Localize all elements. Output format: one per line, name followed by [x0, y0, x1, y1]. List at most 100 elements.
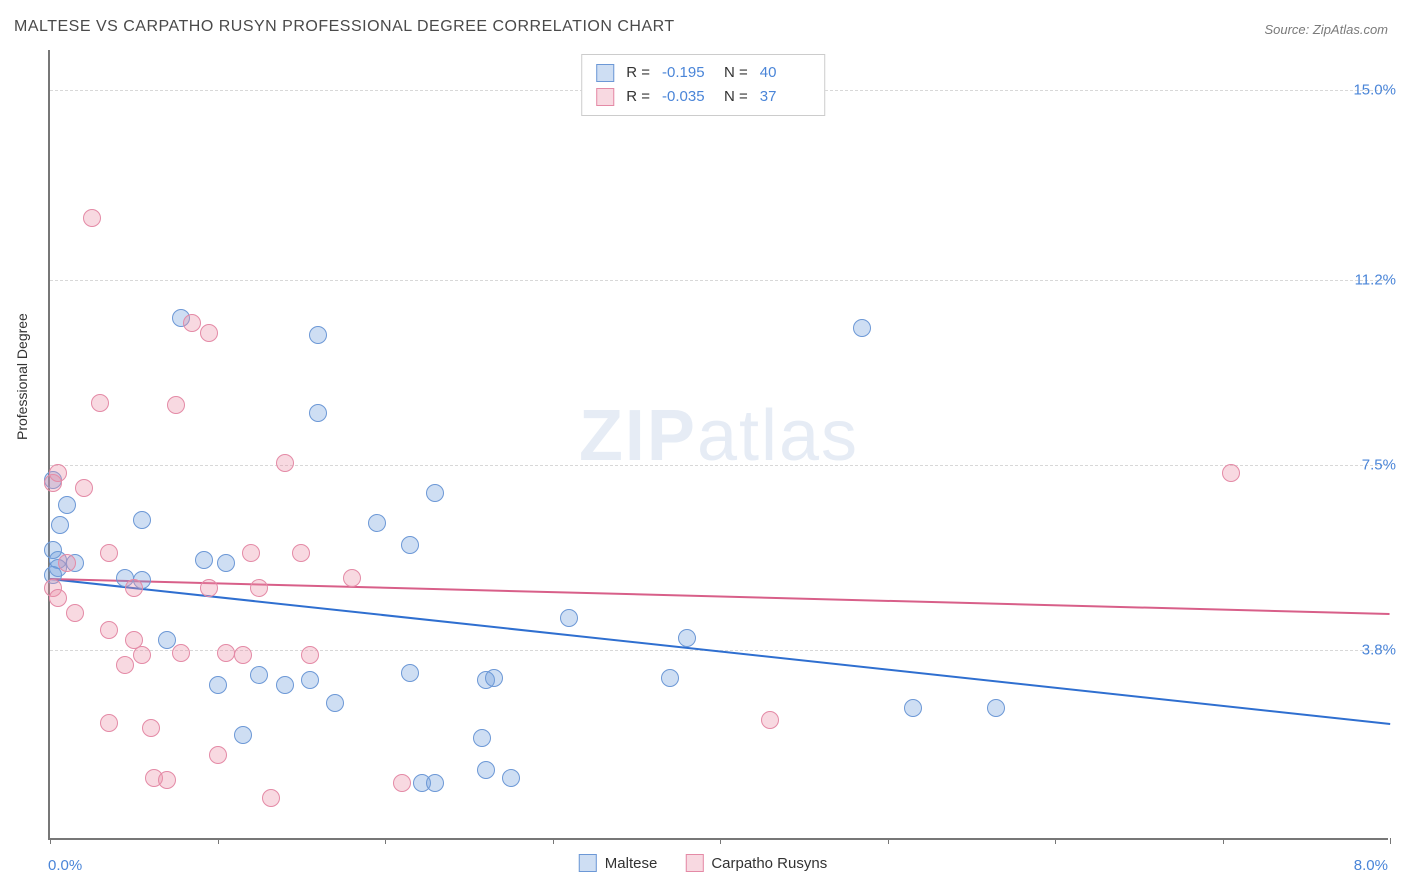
y-tick-label: 7.5% [1362, 457, 1396, 474]
x-axis-max-label: 8.0% [1354, 857, 1388, 874]
data-point [158, 771, 176, 789]
data-point [167, 396, 185, 414]
data-point [217, 644, 235, 662]
series-legend-label: Maltese [605, 855, 658, 872]
data-point [309, 326, 327, 344]
y-tick-label: 15.0% [1353, 82, 1396, 99]
data-point [200, 579, 218, 597]
r-label: R = [626, 61, 650, 85]
data-point [393, 774, 411, 792]
data-point [262, 789, 280, 807]
n-label: N = [724, 85, 748, 109]
x-tick-mark [218, 838, 219, 844]
data-point [301, 671, 319, 689]
data-point [485, 669, 503, 687]
legend-swatch [579, 854, 597, 872]
data-point [426, 774, 444, 792]
data-point [100, 621, 118, 639]
n-value: 40 [760, 61, 810, 85]
data-point [250, 666, 268, 684]
plot-area: ZIPatlas [48, 50, 1388, 840]
r-value: -0.035 [662, 85, 712, 109]
data-point [368, 514, 386, 532]
r-value: -0.195 [662, 61, 712, 85]
data-point [560, 609, 578, 627]
data-point [116, 656, 134, 674]
data-point [301, 646, 319, 664]
watermark-atlas: atlas [697, 396, 859, 476]
gridline-horizontal [50, 465, 1388, 466]
data-point [326, 694, 344, 712]
data-point [401, 536, 419, 554]
series-legend-label: Carpatho Rusyns [711, 855, 827, 872]
data-point [661, 669, 679, 687]
data-point [142, 719, 160, 737]
data-point [209, 676, 227, 694]
data-point [83, 209, 101, 227]
stats-legend-row: R =-0.035N =37 [596, 85, 810, 109]
chart-title: MALTESE VS CARPATHO RUSYN PROFESSIONAL D… [14, 18, 675, 36]
x-tick-mark [553, 838, 554, 844]
data-point [200, 324, 218, 342]
data-point [51, 516, 69, 534]
data-point [276, 676, 294, 694]
data-point [172, 644, 190, 662]
data-point [49, 589, 67, 607]
data-point [502, 769, 520, 787]
data-point [853, 319, 871, 337]
y-tick-label: 3.8% [1362, 642, 1396, 659]
data-point [209, 746, 227, 764]
data-point [125, 579, 143, 597]
gridline-horizontal [50, 280, 1388, 281]
n-label: N = [724, 61, 748, 85]
series-legend: Maltese Carpatho Rusyns [579, 854, 827, 872]
data-point [1222, 464, 1240, 482]
data-point [58, 496, 76, 514]
data-point [276, 454, 294, 472]
stats-legend: R =-0.195N =40R =-0.035N =37 [581, 54, 825, 116]
x-tick-mark [720, 838, 721, 844]
data-point [473, 729, 491, 747]
data-point [195, 551, 213, 569]
series-legend-item: Maltese [579, 854, 658, 872]
data-point [49, 464, 67, 482]
data-point [292, 544, 310, 562]
x-tick-mark [1223, 838, 1224, 844]
x-tick-mark [385, 838, 386, 844]
x-tick-mark [50, 838, 51, 844]
data-point [401, 664, 419, 682]
correlation-chart: MALTESE VS CARPATHO RUSYN PROFESSIONAL D… [0, 0, 1406, 892]
legend-swatch [596, 64, 614, 82]
x-tick-mark [1055, 838, 1056, 844]
data-point [133, 646, 151, 664]
data-point [309, 404, 327, 422]
data-point [58, 554, 76, 572]
x-tick-mark [888, 838, 889, 844]
data-point [133, 511, 151, 529]
r-label: R = [626, 85, 650, 109]
legend-swatch [596, 88, 614, 106]
data-point [987, 699, 1005, 717]
data-point [66, 604, 84, 622]
data-point [91, 394, 109, 412]
data-point [100, 714, 118, 732]
data-point [217, 554, 235, 572]
x-tick-mark [1390, 838, 1391, 844]
data-point [426, 484, 444, 502]
data-point [477, 761, 495, 779]
series-legend-item: Carpatho Rusyns [685, 854, 827, 872]
data-point [234, 726, 252, 744]
y-axis-title: Professional Degree [14, 313, 30, 440]
data-point [678, 629, 696, 647]
x-axis-min-label: 0.0% [48, 857, 82, 874]
data-point [242, 544, 260, 562]
data-point [183, 314, 201, 332]
data-point [75, 479, 93, 497]
y-tick-label: 11.2% [1355, 272, 1396, 289]
stats-legend-row: R = -0.195 N = 40 [596, 61, 810, 85]
legend-swatch [685, 854, 703, 872]
watermark-zip: ZIP [579, 396, 697, 476]
source-attribution: Source: ZipAtlas.com [1264, 22, 1388, 37]
data-point [100, 544, 118, 562]
data-point [904, 699, 922, 717]
